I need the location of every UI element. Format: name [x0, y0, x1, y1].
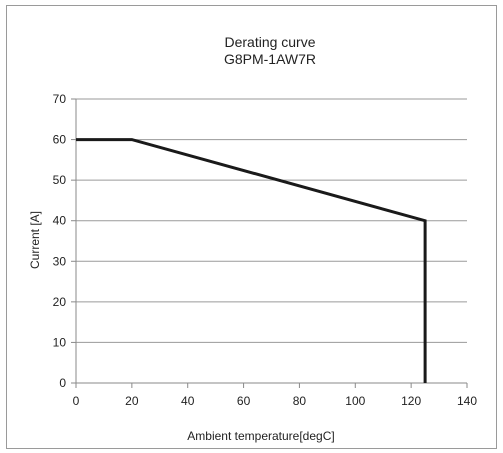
chart-subtitle: G8PM-1AW7R — [224, 51, 316, 67]
series-layer — [76, 138, 427, 383]
x-tick-label-0: 0 — [73, 394, 80, 408]
y-tick-label-3: 30 — [53, 254, 67, 268]
x-tick-label-4: 80 — [293, 394, 307, 408]
axes — [71, 98, 468, 388]
x-tick-labels: 0 20 40 60 80 100 120 140 — [73, 394, 478, 408]
x-axis-label: Ambient temperature[degC] — [187, 429, 334, 443]
x-tick-label-2: 40 — [181, 394, 195, 408]
chart-title: Derating curve — [224, 34, 315, 50]
y-tick-label-2: 20 — [53, 295, 67, 309]
x-tick-label-1: 20 — [125, 394, 139, 408]
series-line-0 — [76, 138, 427, 383]
x-tick-label-6: 120 — [401, 394, 421, 408]
x-tick-label-7: 140 — [457, 394, 477, 408]
y-tick-label-4: 40 — [53, 214, 67, 228]
y-tick-labels: 0 10 20 30 40 50 60 70 — [53, 92, 67, 390]
y-tick-label-6: 60 — [53, 133, 67, 147]
chart-frame — [6, 5, 497, 449]
grid-lines — [76, 98, 467, 343]
y-tick-label-5: 50 — [53, 173, 67, 187]
x-tick-label-5: 100 — [345, 394, 365, 408]
y-tick-label-7: 70 — [53, 92, 67, 106]
x-tick-label-3: 60 — [237, 394, 251, 408]
y-axis-label: Current [A] — [28, 211, 42, 269]
y-tick-label-1: 10 — [53, 335, 67, 349]
y-tick-label-0: 0 — [59, 376, 66, 390]
